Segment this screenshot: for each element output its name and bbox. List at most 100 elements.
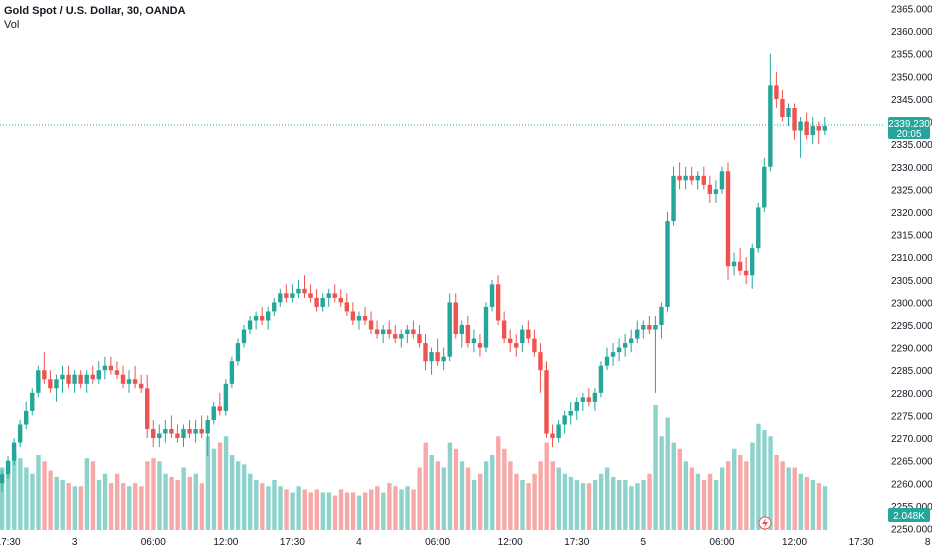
volume-bar [369, 489, 374, 530]
candle-body [78, 374, 83, 384]
candle-body [24, 410, 29, 425]
volume-bar [804, 476, 810, 530]
candle-body [526, 329, 531, 339]
candle-body [647, 325, 652, 330]
volume-bar [217, 442, 223, 530]
candle-body [278, 293, 283, 303]
x-tick-label: 17:30 [0, 537, 21, 548]
volume-bar [229, 455, 235, 530]
candle-body [30, 392, 35, 411]
candle-body [145, 388, 150, 430]
volume-bar [665, 417, 670, 530]
volume-bar [574, 480, 580, 530]
volume-bar [647, 473, 652, 530]
volume-bar [108, 483, 114, 530]
candle-body [737, 261, 743, 271]
volume-bar [139, 486, 144, 530]
candle-body [622, 343, 628, 348]
candle-body [441, 356, 446, 362]
x-tick-label: 12:00 [498, 537, 523, 548]
volume-bar [611, 476, 616, 530]
volume-bar [205, 436, 211, 530]
candle-body [102, 365, 108, 371]
candle-body [229, 361, 235, 384]
candle-body [253, 315, 259, 321]
volume-bar [605, 467, 610, 530]
volume-bar [526, 483, 531, 530]
volume-bar [726, 461, 731, 530]
volume-bar [580, 483, 586, 530]
candle-body [169, 429, 174, 434]
candle-body [350, 311, 356, 321]
volume-bar [24, 467, 29, 530]
candle-body [181, 429, 186, 439]
volume-bar [756, 423, 761, 530]
candle-body [223, 383, 229, 411]
volume-bar [278, 486, 283, 530]
candle-body [641, 325, 646, 330]
candle-body [816, 126, 821, 131]
candle-body [42, 370, 47, 380]
candle-body [550, 433, 555, 439]
candle-body [665, 221, 670, 307]
candle-body [580, 397, 585, 402]
candle-body [108, 365, 114, 371]
volume-bar [417, 467, 422, 530]
candle-body [36, 370, 41, 393]
candle-body [120, 374, 126, 384]
volume-bar [72, 486, 77, 530]
candle-body [453, 302, 458, 335]
volume-bar [181, 467, 186, 530]
y-tick-label: 2250.000 [891, 524, 932, 535]
x-tick-label: 06:00 [425, 537, 450, 548]
candle-body [604, 356, 610, 366]
candle-body [598, 365, 604, 393]
candle-body [610, 352, 616, 357]
candle-body [671, 175, 676, 222]
y-tick-label: 2255.000 [891, 502, 932, 513]
candle-body [259, 315, 265, 321]
candle-body [11, 442, 17, 461]
volume-bar [762, 430, 767, 530]
x-tick-label: 8 [925, 537, 931, 548]
volume-bar [187, 476, 192, 530]
symbol-title[interactable]: Gold Spot / U.S. Dollar, 30, OANDA [4, 5, 186, 17]
volume-bar [732, 448, 737, 530]
volume-bar [713, 480, 719, 530]
volume-bar [768, 436, 773, 530]
x-tick-label: 06:00 [709, 537, 734, 548]
volume-legend-label[interactable]: Vol [4, 19, 20, 31]
volume-bar [538, 461, 543, 530]
y-tick-label: 2345.000 [891, 95, 932, 106]
candle-body [423, 343, 428, 362]
candle-body [368, 320, 374, 330]
candle-body [707, 184, 713, 194]
volume-bar [453, 448, 459, 530]
candle-body [495, 284, 501, 321]
candle-body [743, 270, 749, 276]
volume-bar [810, 480, 816, 530]
candle-body [0, 474, 5, 484]
candle-body [199, 429, 204, 434]
candle-body [205, 419, 210, 434]
candle-body [17, 424, 23, 443]
volume-bar [393, 486, 398, 530]
candle-body [695, 175, 700, 181]
candle-body [810, 126, 815, 136]
volume-bar [272, 480, 277, 530]
volume-bar [193, 473, 198, 530]
y-tick-label: 2280.000 [891, 389, 932, 400]
volume-bar [175, 480, 180, 530]
volume-bar [48, 470, 53, 530]
y-tick-label: 2315.000 [891, 231, 932, 242]
y-tick-label: 2285.000 [891, 366, 932, 377]
candle-body [235, 343, 241, 362]
volume-bar [248, 473, 253, 530]
x-tick-label: 17:30 [280, 537, 305, 548]
candle-body [459, 325, 464, 335]
volume-bar [780, 461, 785, 530]
volume-bar [798, 473, 803, 530]
chart-legend: Gold Spot / U.S. Dollar, 30, OANDA Vol [4, 4, 186, 32]
